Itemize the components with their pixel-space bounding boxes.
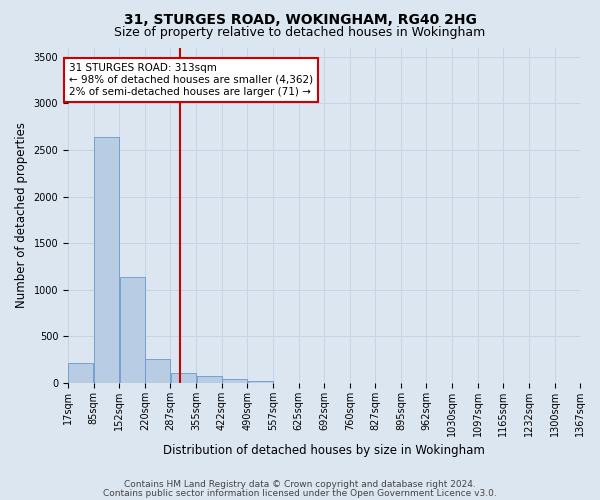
Bar xyxy=(94,137,119,383)
Bar xyxy=(248,380,273,383)
Text: 31 STURGES ROAD: 313sqm
← 98% of detached houses are smaller (4,362)
2% of semi-: 31 STURGES ROAD: 313sqm ← 98% of detache… xyxy=(69,64,313,96)
Text: Contains HM Land Registry data © Crown copyright and database right 2024.: Contains HM Land Registry data © Crown c… xyxy=(124,480,476,489)
Text: 31, STURGES ROAD, WOKINGHAM, RG40 2HG: 31, STURGES ROAD, WOKINGHAM, RG40 2HG xyxy=(124,12,476,26)
X-axis label: Distribution of detached houses by size in Wokingham: Distribution of detached houses by size … xyxy=(163,444,485,458)
Bar xyxy=(197,376,221,383)
Bar xyxy=(145,359,170,383)
Text: Contains public sector information licensed under the Open Government Licence v3: Contains public sector information licen… xyxy=(103,489,497,498)
Bar xyxy=(222,380,247,383)
Bar xyxy=(68,362,94,383)
Bar xyxy=(171,373,196,383)
Text: Size of property relative to detached houses in Wokingham: Size of property relative to detached ho… xyxy=(115,26,485,39)
Bar xyxy=(119,277,145,383)
Y-axis label: Number of detached properties: Number of detached properties xyxy=(15,122,28,308)
